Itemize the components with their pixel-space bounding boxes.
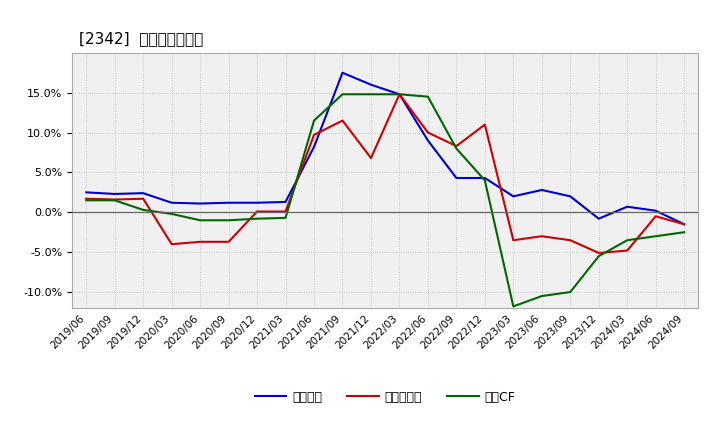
経常利益 [452,176,461,181]
経常利益 [225,200,233,205]
経常利益 [480,176,489,181]
当期純利益 [652,214,660,219]
当期純利益 [310,132,318,138]
経常利益 [537,187,546,193]
当期純利益 [423,130,432,135]
当期純利益 [196,239,204,245]
経常利益 [338,70,347,75]
営業CF [139,207,148,213]
営業CF [253,216,261,221]
当期純利益 [509,238,518,243]
営業CF [537,293,546,299]
当期純利益 [537,234,546,239]
当期純利益 [110,197,119,202]
経常利益 [395,92,404,97]
経常利益 [509,194,518,199]
営業CF [652,234,660,239]
営業CF [509,304,518,309]
当期純利益 [595,250,603,256]
経常利益 [623,204,631,209]
当期純利益 [167,242,176,247]
経常利益 [167,200,176,205]
Line: 営業CF: 営業CF [86,94,684,306]
当期純利益 [282,209,290,214]
経常利益 [310,144,318,150]
Text: [2342]  マージンの推移: [2342] マージンの推移 [79,31,204,46]
営業CF [310,118,318,123]
営業CF [623,238,631,243]
経常利益 [139,191,148,196]
経常利益 [366,82,375,87]
経常利益 [680,222,688,227]
当期純利益 [366,155,375,161]
経常利益 [595,216,603,221]
経常利益 [282,199,290,205]
経常利益 [566,194,575,199]
Legend: 経常利益, 当期純利益, 営業CF: 経常利益, 当期純利益, 営業CF [250,386,521,409]
営業CF [110,198,119,203]
営業CF [338,92,347,97]
営業CF [82,198,91,203]
当期純利益 [480,122,489,127]
営業CF [480,178,489,183]
経常利益 [82,190,91,195]
当期純利益 [566,238,575,243]
Line: 当期純利益: 当期純利益 [86,94,684,253]
経常利益 [652,208,660,213]
Line: 経常利益: 経常利益 [86,73,684,224]
当期純利益 [139,196,148,202]
経常利益 [423,138,432,143]
営業CF [680,230,688,235]
営業CF [452,146,461,151]
営業CF [395,92,404,97]
営業CF [595,253,603,259]
当期純利益 [82,196,91,202]
営業CF [366,92,375,97]
当期純利益 [452,143,461,149]
営業CF [282,215,290,220]
営業CF [423,94,432,99]
経常利益 [253,200,261,205]
当期純利益 [623,248,631,253]
経常利益 [196,201,204,206]
当期純利益 [225,239,233,245]
当期純利益 [253,209,261,214]
営業CF [167,211,176,216]
営業CF [566,290,575,295]
営業CF [196,218,204,223]
営業CF [225,218,233,223]
経常利益 [110,191,119,197]
当期純利益 [680,222,688,227]
当期純利益 [395,92,404,97]
当期純利益 [338,118,347,123]
